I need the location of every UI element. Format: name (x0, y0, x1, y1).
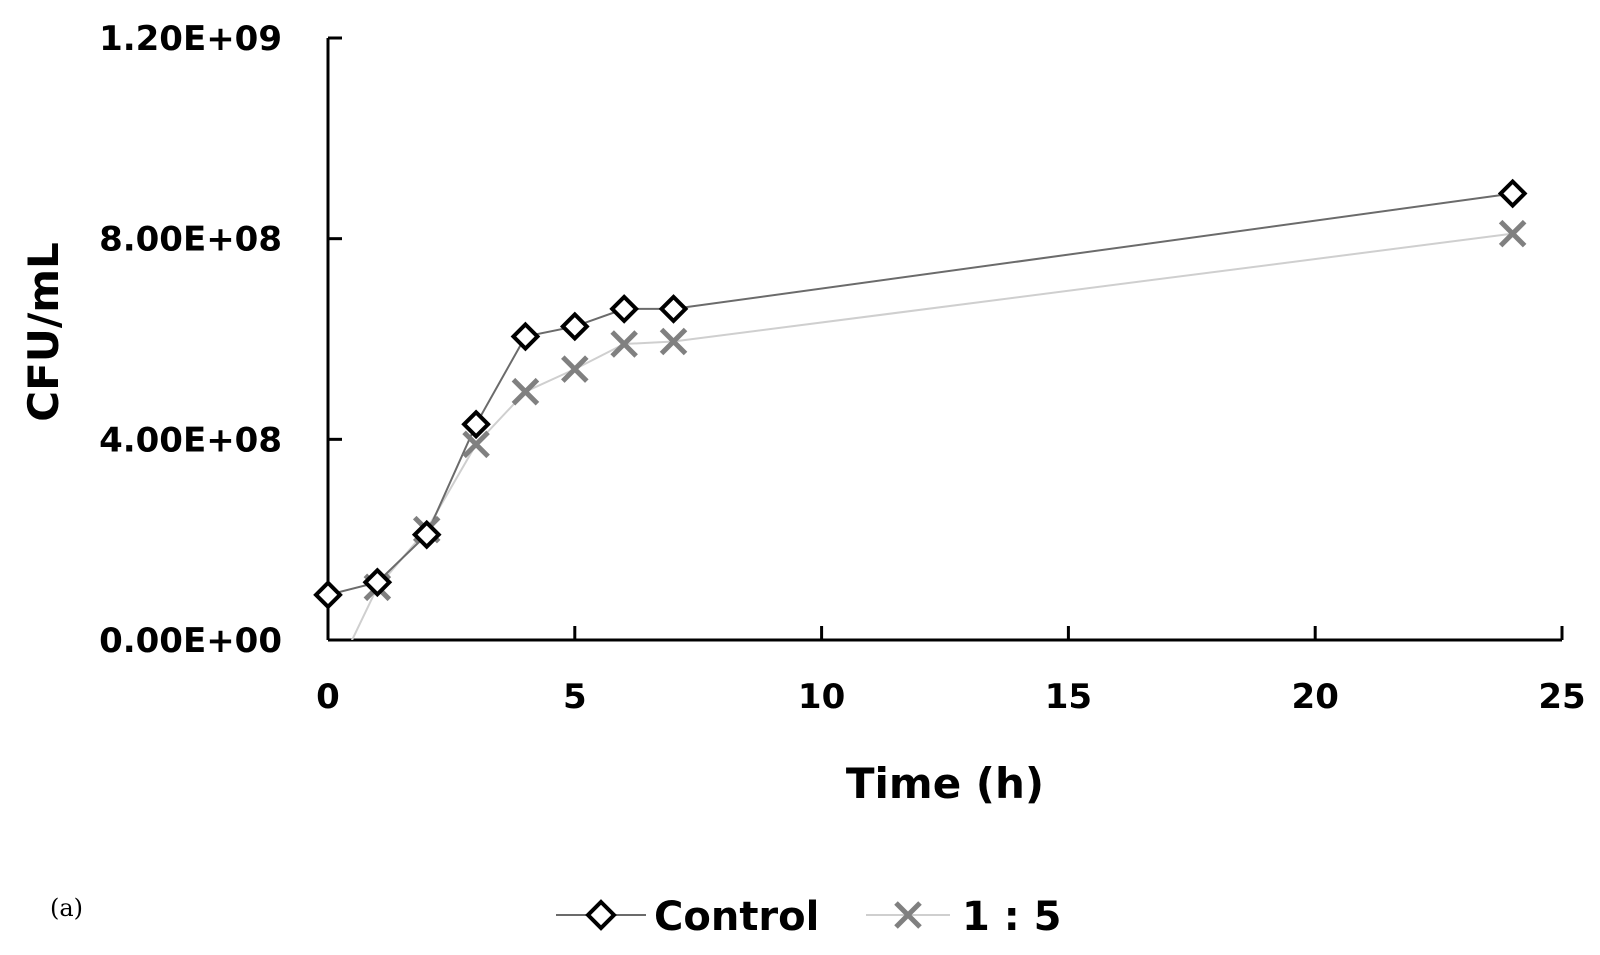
data-point-control (658, 294, 689, 324)
y-tick-label: 8.00E+08 (99, 220, 282, 260)
data-point-control (510, 321, 541, 352)
x-tick-label: 10 (798, 677, 845, 717)
x-tick-label: 20 (1292, 677, 1339, 717)
series-layer (328, 192, 1513, 640)
x-tick-label: 15 (1045, 677, 1092, 717)
data-point-ratio (1498, 219, 1527, 248)
y-ticks: 0.00E+00 4.00E+08 8.00E+08 1.20E+09 (99, 19, 342, 661)
legend-item-ratio: 1 : 5 (866, 894, 1062, 940)
legend-marker-control (585, 899, 617, 931)
marker-layer (313, 178, 1528, 610)
x-tick-label: 0 (316, 677, 340, 717)
data-point-ratio (561, 355, 589, 383)
x-tick-label: 5 (563, 677, 587, 717)
data-point-control (411, 519, 442, 550)
data-point-control (313, 580, 343, 610)
y-tick-label: 0.00E+00 (99, 621, 282, 661)
data-point-ratio (511, 377, 540, 406)
y-axis-title: CFU/mL (19, 242, 68, 421)
legend-label-ratio: 1 : 5 (962, 894, 1062, 940)
x-axis-title: Time (h) (846, 759, 1044, 808)
legend-marker-ratio (894, 901, 922, 929)
data-point-control (362, 567, 393, 598)
data-point-ratio (462, 430, 490, 459)
legend: Control 1 : 5 (556, 894, 1062, 940)
data-point-control (461, 409, 491, 440)
y-tick-label: 4.00E+08 (99, 420, 282, 460)
data-point-control (1497, 178, 1528, 209)
series-line-ratio (350, 232, 1513, 640)
legend-label-control: Control (654, 894, 819, 940)
x-tick-label: 25 (1538, 677, 1585, 717)
panel-label: (a) (50, 894, 83, 922)
axes: 0.00E+00 4.00E+08 8.00E+08 1.20E+09 0 5 10 15 2… (99, 19, 1586, 717)
series-line-control (328, 192, 1513, 596)
data-point-control (609, 294, 639, 324)
y-tick-label: 1.20E+09 (99, 19, 282, 59)
data-point-control (559, 311, 590, 342)
x-ticks: 0 5 10 15 20 25 (316, 626, 1586, 717)
data-point-ratio (610, 330, 638, 358)
legend-item-control: Control (556, 894, 819, 940)
data-point-ratio (659, 327, 688, 356)
